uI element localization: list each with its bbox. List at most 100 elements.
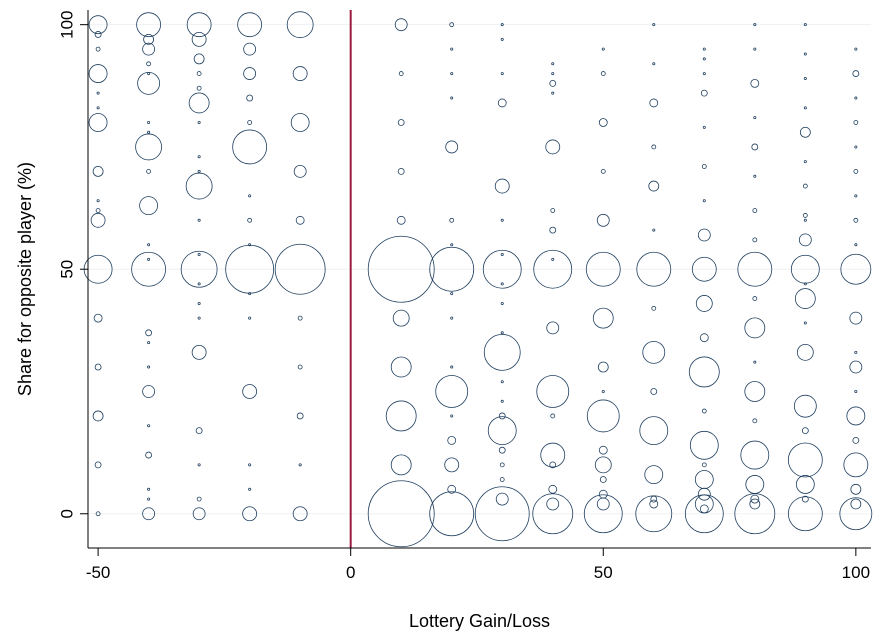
bubble-point bbox=[94, 363, 102, 371]
bubble-point bbox=[147, 72, 151, 76]
bubble-point bbox=[642, 340, 666, 364]
bubble-point bbox=[801, 495, 809, 503]
bubble-point bbox=[691, 256, 717, 282]
bubble-point bbox=[500, 23, 504, 27]
bubble-point bbox=[500, 37, 504, 41]
bubble-point bbox=[592, 307, 614, 329]
bubble-point bbox=[750, 78, 760, 88]
bubble-point bbox=[500, 253, 504, 257]
bubble-point bbox=[429, 246, 475, 292]
bubble-point bbox=[297, 315, 303, 321]
bubble-point bbox=[854, 243, 858, 247]
bubble-point bbox=[147, 365, 151, 369]
bubble-point bbox=[482, 249, 522, 289]
bubble-point bbox=[195, 427, 203, 435]
x-axis-label: Lottery Gain/Loss bbox=[409, 611, 550, 631]
bubble-point bbox=[248, 463, 252, 467]
bubble-point bbox=[242, 506, 258, 522]
y-axis-label: Share for opposite player (%) bbox=[15, 162, 35, 396]
bubble-point bbox=[188, 92, 210, 114]
bubble-point bbox=[536, 375, 570, 408]
bubble-point bbox=[701, 408, 707, 414]
bubble-point bbox=[688, 356, 720, 388]
bubble-point bbox=[136, 12, 162, 38]
bubble-point bbox=[803, 52, 807, 56]
bubble-point bbox=[752, 418, 758, 424]
bubble-point bbox=[142, 385, 156, 398]
bubble-point bbox=[193, 53, 205, 65]
bubble-point bbox=[474, 486, 530, 542]
bubble-point bbox=[793, 394, 817, 418]
bubble-point bbox=[298, 463, 302, 467]
bubble-point bbox=[752, 208, 758, 213]
bubble-point bbox=[801, 427, 809, 435]
bubble-point bbox=[247, 120, 253, 125]
bubble-point bbox=[197, 169, 201, 173]
bubble-point bbox=[650, 495, 658, 503]
bubble-point bbox=[225, 244, 275, 294]
bubble-point bbox=[753, 47, 757, 51]
bubble-point bbox=[636, 251, 672, 287]
bubble-point bbox=[549, 79, 557, 87]
bubble-point bbox=[196, 85, 202, 91]
bubble-point bbox=[296, 412, 304, 420]
bubble-point bbox=[237, 12, 263, 38]
bubble-point bbox=[145, 451, 153, 459]
bubble-point bbox=[787, 496, 823, 532]
bubble-point bbox=[684, 494, 724, 534]
bubble-point bbox=[702, 125, 706, 129]
bubble-point bbox=[850, 498, 862, 510]
bubble-point bbox=[652, 23, 656, 27]
bubble-point bbox=[92, 410, 104, 422]
bubble-point bbox=[494, 178, 510, 194]
bubble-point bbox=[92, 165, 104, 177]
bubble-point bbox=[648, 180, 660, 192]
bubble-point bbox=[700, 89, 708, 97]
bubble-point bbox=[191, 31, 207, 47]
bubble-point bbox=[803, 321, 807, 325]
bubble-point bbox=[145, 329, 153, 337]
bubble-point bbox=[292, 506, 308, 522]
bubble-point bbox=[449, 217, 455, 223]
bubble-point bbox=[597, 361, 609, 373]
bubble-point bbox=[180, 250, 218, 288]
y-tick-label: 0 bbox=[57, 509, 76, 518]
bubble-point bbox=[290, 113, 310, 132]
bubble-point bbox=[601, 389, 605, 393]
bubble-point bbox=[546, 497, 560, 511]
bubble-point bbox=[142, 42, 156, 56]
bubble-point bbox=[449, 22, 455, 28]
bubble-point bbox=[639, 416, 669, 446]
bubble-point bbox=[853, 217, 859, 223]
bubble-point bbox=[197, 463, 201, 467]
bubble-point bbox=[500, 218, 504, 222]
bubble-point bbox=[749, 498, 761, 510]
bubble-point bbox=[803, 23, 807, 27]
bubble-point bbox=[197, 253, 201, 257]
bubble-point bbox=[695, 295, 713, 312]
bubble-point bbox=[394, 18, 408, 32]
bubble-point bbox=[697, 228, 711, 242]
bubble-point bbox=[90, 212, 106, 228]
bubble-point bbox=[450, 96, 454, 100]
bubble-point bbox=[699, 333, 709, 343]
bubble-point bbox=[702, 72, 706, 76]
bubble-point bbox=[243, 67, 257, 80]
bubble-point bbox=[840, 253, 872, 285]
bubble-point bbox=[583, 494, 623, 534]
bubble-point bbox=[852, 436, 860, 444]
bubble-point bbox=[651, 305, 657, 311]
bubble-point bbox=[854, 194, 858, 198]
bubble-point bbox=[96, 106, 100, 110]
bubble-point bbox=[147, 120, 151, 124]
bubble-point bbox=[798, 233, 812, 247]
bubble-point bbox=[248, 487, 252, 491]
bubble-point bbox=[852, 70, 860, 77]
bubble-point bbox=[497, 98, 507, 108]
y-tick-label: 50 bbox=[57, 260, 76, 279]
bubble-point bbox=[390, 356, 412, 378]
bubble-point bbox=[447, 484, 457, 494]
bubble-point bbox=[392, 309, 410, 327]
bubble-point bbox=[548, 484, 558, 494]
bubble-point bbox=[191, 344, 207, 360]
